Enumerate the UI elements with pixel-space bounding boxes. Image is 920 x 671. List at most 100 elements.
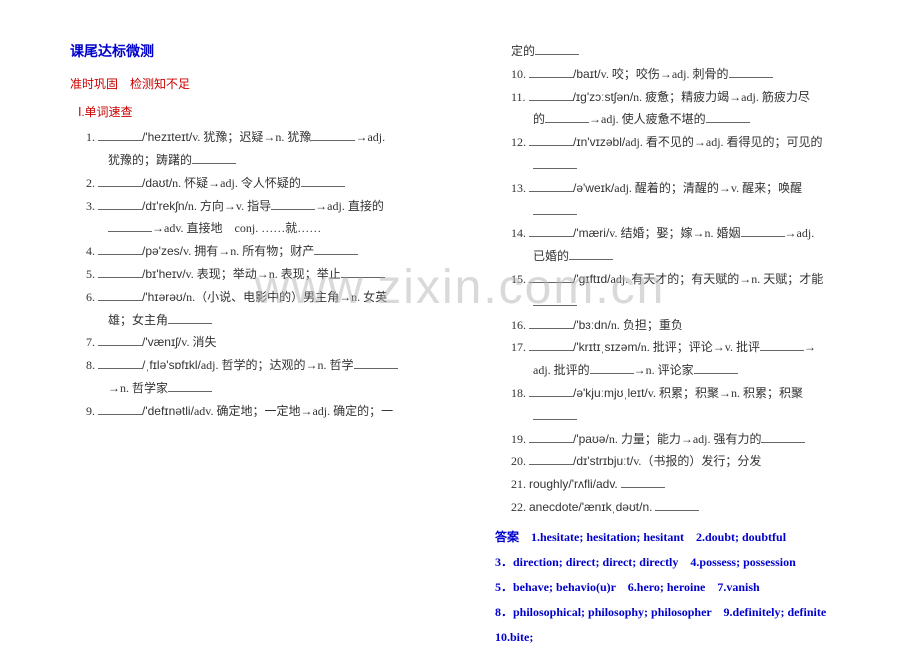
ipa: /'hɪərəʊ/ xyxy=(142,290,186,304)
item-num: 21. xyxy=(511,477,526,491)
ipa: /'defɪnətli/ xyxy=(142,404,194,418)
list-item: 18. /ə'kjuːmjʊˌleɪt/v. 积累；积聚→n. 积累；积聚 xyxy=(511,382,870,428)
item-body: n. 批评；评论→v. 批评 xyxy=(641,340,760,354)
blank xyxy=(533,156,577,169)
blank xyxy=(314,242,358,255)
blank xyxy=(529,65,573,78)
item-sub: adj. 批评的 →n. 评论家 xyxy=(533,359,870,382)
list-item: 11. /ɪɡ'zɔːstʃən/n. 疲惫；精疲力竭→adj. 筋疲力尽 的→… xyxy=(511,86,870,132)
ipa: /daʊt/ xyxy=(142,176,172,190)
item-sub xyxy=(533,291,870,314)
item-body: adj. 醒着的；清醒的→v. 醒来；唤醒 xyxy=(614,181,802,195)
ipa: /dɪ'rekʃn/ xyxy=(142,199,188,213)
list-item: 16. /'bɜːdn/n. 负担；重负 xyxy=(511,314,870,337)
item-text: roughly/'rʌfli/adv. xyxy=(529,477,618,491)
list-item: 定的 xyxy=(511,40,870,63)
sub-text: 犹豫的；踌躇的 xyxy=(108,153,192,167)
blank xyxy=(168,311,212,324)
list-item: 14. /'mæri/v. 结婚；娶；嫁→n. 婚姻→adj. 已婚的 xyxy=(511,222,870,268)
blank xyxy=(590,361,634,374)
sub-tail: →adj. 使人疲惫不堪的 xyxy=(589,112,706,126)
list-item: 6. /'hɪərəʊ/n.（小说、电影中的）男主角→n. 女英 雄；女主角 xyxy=(86,286,445,332)
blank xyxy=(271,197,315,210)
item-num: 8. xyxy=(86,358,95,372)
blank xyxy=(694,361,738,374)
list-item: 8. /ˌfɪlə'sɒfɪkl/adj. 哲学的；达观的→n. 哲学 →n. … xyxy=(86,354,445,400)
page-title: 课尾达标微测 xyxy=(70,40,445,67)
blank xyxy=(529,133,573,146)
blank xyxy=(311,128,355,141)
answer-line: 3．direction; direct; direct; directly 4.… xyxy=(495,550,870,575)
item-body: v.（书报的）发行；分发 xyxy=(633,454,761,468)
blank xyxy=(761,430,805,443)
list-item: 20. /dɪ'strɪbjuːt/v.（书报的）发行；分发 xyxy=(511,450,870,473)
blank xyxy=(98,333,142,346)
blank xyxy=(98,174,142,187)
item-body: v. 拥有→n. 所有物；财产 xyxy=(183,244,314,258)
blank xyxy=(354,356,398,369)
item-tail: →adj. xyxy=(785,226,815,240)
blank xyxy=(529,179,573,192)
answer-line: 8．philosophical; philosophy; philosopher… xyxy=(495,600,870,650)
list-item: 17. /'krɪtɪˌsɪzəm/n. 批评；评论→v. 批评→ adj. 批… xyxy=(511,336,870,382)
sub-text: →adv. 直接地 conj. ……就…… xyxy=(152,221,321,235)
ipa: /'mæri/ xyxy=(573,226,609,240)
page: 课尾达标微测 准时巩固 检测知不足 Ⅰ.单词速查 1. /'hezɪteɪt/v… xyxy=(0,0,920,671)
ipa: /baɪt/ xyxy=(573,67,601,81)
blank xyxy=(655,498,699,511)
blank xyxy=(760,338,804,351)
item-tail: →adj. xyxy=(355,130,385,144)
item-num: 14. xyxy=(511,226,526,240)
item-num: 12. xyxy=(511,135,526,149)
item-sub xyxy=(533,405,870,428)
item-num: 20. xyxy=(511,454,526,468)
list-item: 13. /ə'weɪk/adj. 醒着的；清醒的→v. 醒来；唤醒 xyxy=(511,177,870,223)
list-item: 5. /bɪ'heɪv/v. 表现；举动→n. 表现；举止 xyxy=(86,263,445,286)
blank xyxy=(301,174,345,187)
item-body: v. 积累；积聚→n. 积累；积聚 xyxy=(648,386,803,400)
item-sub xyxy=(533,154,870,177)
blank xyxy=(621,475,665,488)
item-num: 19. xyxy=(511,432,526,446)
list-item: 22. anecdote/'ænɪkˌdəʊt/n. xyxy=(511,496,870,519)
blank xyxy=(108,219,152,232)
right-column: 定的 10. /baɪt/v. 咬；咬伤→adj. 刺骨的 11. /ɪɡ'zɔ… xyxy=(485,40,870,651)
sub-text: 雄；女主角 xyxy=(108,313,168,327)
item-sub: 已婚的 xyxy=(533,245,870,268)
ipa: /'hezɪteɪt/ xyxy=(142,130,192,144)
left-column: 课尾达标微测 准时巩固 检测知不足 Ⅰ.单词速查 1. /'hezɪteɪt/v… xyxy=(70,40,445,651)
sub-tail: →n. 评论家 xyxy=(634,363,694,377)
item-body: v. 消失 xyxy=(181,335,216,349)
blank xyxy=(98,288,142,301)
item-num: 2. xyxy=(86,176,95,190)
blank xyxy=(192,151,236,164)
blank xyxy=(98,265,142,278)
ipa: /ə'weɪk/ xyxy=(573,181,614,195)
blank xyxy=(529,224,573,237)
blank xyxy=(569,247,613,260)
item-num: 22. xyxy=(511,500,526,514)
sub-text: adj. 批评的 xyxy=(533,363,590,377)
blank xyxy=(98,242,142,255)
list-item: 4. /pə'zes/v. 拥有→n. 所有物；财产 xyxy=(86,240,445,263)
item-body: n. 怀疑→adj. 令人怀疑的 xyxy=(172,176,301,190)
item-text: anecdote/'ænɪkˌdəʊt/n. xyxy=(529,500,652,514)
item-num: 1. xyxy=(86,130,95,144)
blank xyxy=(529,384,573,397)
item-num: 18. xyxy=(511,386,526,400)
item-body: n. 疲惫；精疲力竭→adj. 筋疲力尽 xyxy=(633,90,810,104)
ipa: /ə'kjuːmjʊˌleɪt/ xyxy=(573,386,648,400)
item-sub: 雄；女主角 xyxy=(108,309,445,332)
item-num: 17. xyxy=(511,340,526,354)
answer-line: 答案 1.hesitate; hesitation; hesitant 2.do… xyxy=(495,525,870,550)
blank xyxy=(98,356,142,369)
blank xyxy=(168,379,212,392)
blank xyxy=(706,110,750,123)
list-item: 10. /baɪt/v. 咬；咬伤→adj. 刺骨的 xyxy=(511,63,870,86)
ipa: /ɪɡ'zɔːstʃən/ xyxy=(573,90,634,104)
item-body: adj. 哲学的；达观的→n. 哲学 xyxy=(201,358,354,372)
blank xyxy=(529,452,573,465)
blank xyxy=(98,402,142,415)
item-tail: → xyxy=(804,340,816,354)
sub-text: 已婚的 xyxy=(533,249,569,263)
